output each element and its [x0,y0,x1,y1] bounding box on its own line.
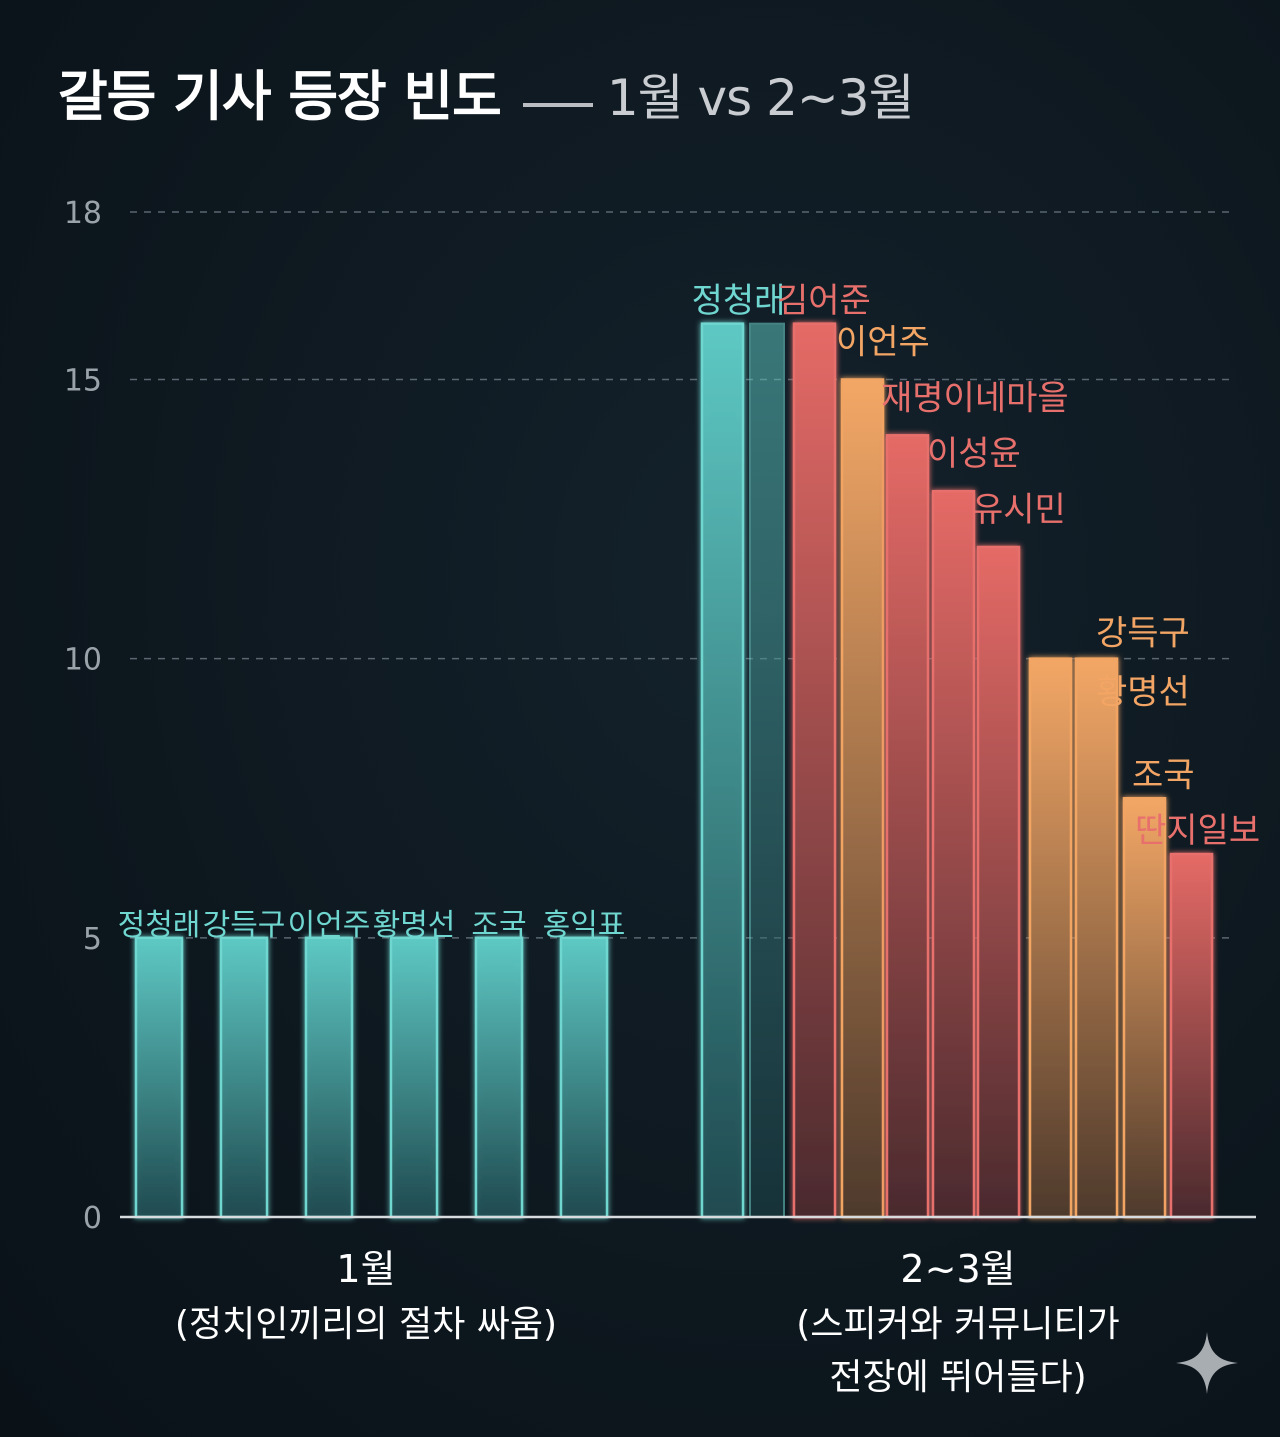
title-main: 갈등 기사 등장 빈도 [58,65,502,128]
bar-label: 황명선 [1096,673,1190,713]
bar-labels: 정청래 강득구 이언주 황명선 조국 홍익표정청래김어준이언주재명이네마을이성윤유시민강득… [118,281,1261,943]
bar-label: 재명이네마을 [881,378,1069,418]
bar-label: 이성윤 [927,434,1021,474]
bar [976,545,1021,1219]
bar [700,322,745,1219]
bar [389,936,439,1219]
title-dash [522,102,593,107]
bar [1074,657,1119,1219]
bar-label: 정청래 [692,281,786,321]
chart-title: 갈등 기사 등장 빈도 1월 vs 2~3월 [58,52,1238,142]
bar-label: 강득구 [1096,614,1190,654]
bar [219,936,269,1219]
bar [1169,852,1214,1219]
bar [304,936,354,1219]
group-caption: (정치인끼리의 절차 싸움) [175,1304,557,1345]
bar-label: 이언주 [836,323,930,363]
sparkle-icon [1176,1332,1238,1394]
bar-shadow [749,322,785,1218]
bar [931,489,976,1219]
bar-label: 유시민 [972,490,1066,530]
bar [885,434,930,1219]
group-label: 2~3월 [900,1247,1015,1291]
bar [474,936,524,1219]
bar [559,936,609,1219]
bars [134,322,1214,1219]
y-tick-label: 5 [83,922,102,957]
bar [134,936,184,1219]
y-axis-ticks: 0 5 10 15 18 [64,196,102,1236]
y-tick-label: 15 [64,364,102,399]
y-tick-label: 10 [64,643,102,678]
bar-label: 황명선 [373,908,456,943]
group-caption: 전장에 뛰어들다) [829,1357,1086,1398]
bar-label: 홍익표 [543,908,626,943]
bar-label: 조국 [1132,755,1195,795]
bar [840,378,885,1219]
bar-label: 정청래 [118,908,201,943]
bar [1122,797,1167,1219]
bar-label: 조국 [471,908,526,943]
bar-label: 김어준 [777,281,871,321]
title-sub: 1월 vs 2~3월 [606,69,915,127]
bar-label: 강득구 [203,908,286,943]
group-label: 1월 [336,1247,395,1291]
bar-label: 이언주 [288,908,371,943]
y-tick-label: 0 [83,1201,102,1236]
bar [1028,657,1073,1219]
y-tick-label: 18 [64,196,102,231]
bar-label: 딴지일보 [1135,811,1260,851]
group-caption: (스피커와 커뮤니티가 [796,1304,1120,1345]
bar [792,322,837,1219]
